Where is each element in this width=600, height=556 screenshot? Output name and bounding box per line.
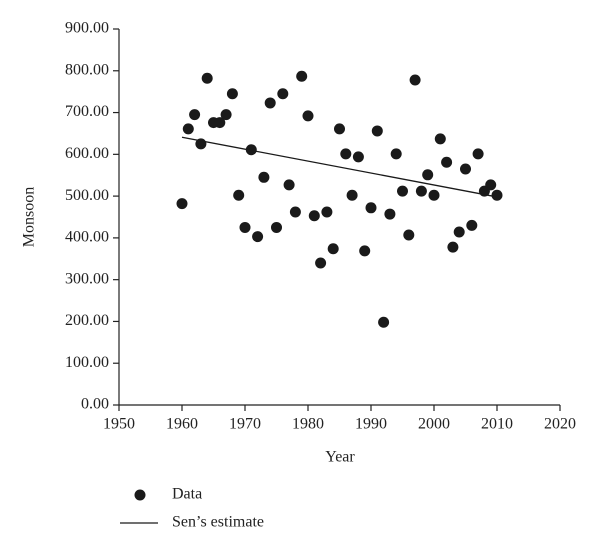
data-point: [321, 206, 333, 218]
data-point: [334, 123, 345, 135]
y-tick-label: 900.00: [65, 20, 109, 37]
data-point: [441, 156, 453, 168]
data-point: [214, 117, 226, 129]
data-point: [271, 221, 282, 233]
data-point: [415, 185, 427, 197]
data-point: [434, 133, 446, 145]
y-tick-label: 800.00: [65, 61, 109, 78]
x-tick-label: 1970: [229, 416, 261, 433]
y-axis-label: Monsoon: [21, 187, 38, 247]
data-point: [346, 189, 358, 201]
trend-line: [181, 136, 498, 198]
y-tick-label: 300.00: [65, 270, 109, 287]
data-point: [258, 171, 270, 183]
y-tick-label: 200.00: [65, 312, 109, 329]
data-point: [359, 245, 371, 257]
x-tick-label: 1990: [355, 416, 387, 433]
y-tick-label: 700.00: [65, 103, 109, 120]
data-point: [315, 257, 327, 269]
data-point: [485, 179, 497, 191]
data-point: [384, 208, 396, 220]
data-point: [182, 123, 194, 135]
data-point: [352, 151, 364, 163]
data-point: [390, 148, 402, 160]
data-point: [220, 109, 232, 121]
x-tick-label: 1950: [103, 416, 135, 433]
y-tick-label: 600.00: [65, 145, 109, 162]
data-point: [233, 189, 245, 201]
data-point: [289, 206, 301, 218]
y-tick-label: 500.00: [65, 187, 109, 204]
data-point: [428, 189, 440, 201]
data-point: [371, 125, 383, 137]
data-point: [283, 179, 295, 191]
data-point: [296, 70, 308, 82]
x-tick-label: 2020: [544, 416, 576, 433]
data-point: [277, 88, 289, 100]
data-point: [403, 229, 415, 241]
data-point: [327, 243, 339, 255]
data-point: [447, 241, 459, 253]
data-point: [453, 226, 465, 238]
x-axis-label: Year: [325, 449, 355, 466]
data-point: [397, 185, 408, 197]
legend-label: Data: [172, 486, 202, 503]
x-tick-label: 1980: [292, 416, 324, 433]
legend-marker: [134, 489, 146, 501]
data-point: [239, 221, 251, 233]
data-point: [365, 202, 377, 214]
y-tick-label: 0.00: [81, 396, 109, 413]
data-point: [460, 163, 471, 175]
data-point: [176, 198, 188, 210]
data-point: [252, 231, 264, 243]
data-point: [189, 109, 201, 121]
data-point: [472, 148, 484, 160]
data-point: [308, 210, 320, 222]
data-point: [491, 189, 503, 201]
data-point: [264, 97, 276, 109]
data-point: [340, 148, 352, 160]
y-tick-label: 100.00: [65, 354, 109, 371]
data-point: [422, 169, 434, 181]
x-tick-label: 2010: [481, 416, 513, 433]
data-point: [378, 316, 390, 328]
data-point: [466, 219, 478, 231]
legend-label: Sen’s estimate: [172, 514, 264, 531]
x-tick-label: 1960: [166, 416, 198, 433]
data-point: [409, 74, 421, 86]
y-tick-label: 400.00: [65, 229, 109, 246]
data-point: [226, 88, 238, 100]
data-point: [201, 72, 213, 84]
data-point: [302, 110, 314, 122]
x-tick-label: 2000: [418, 416, 450, 433]
